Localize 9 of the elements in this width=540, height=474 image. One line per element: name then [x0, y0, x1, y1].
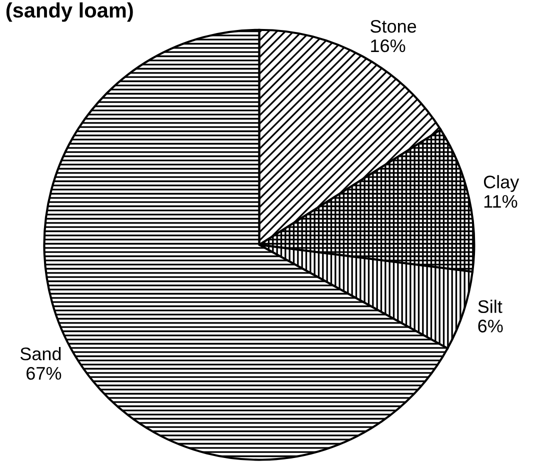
slice-label: Sand	[20, 347, 61, 360]
data-label: 16%	[371, 39, 406, 52]
chart-title: (sandy loam)	[6, 2, 133, 22]
slice-label: Clay	[484, 175, 520, 192]
slice-label: Silt	[478, 300, 502, 314]
data-label: 6%	[478, 320, 503, 332]
data-label: 11%	[484, 195, 518, 208]
data-label: 67%	[26, 366, 62, 380]
slice-label: Stone	[370, 20, 416, 33]
